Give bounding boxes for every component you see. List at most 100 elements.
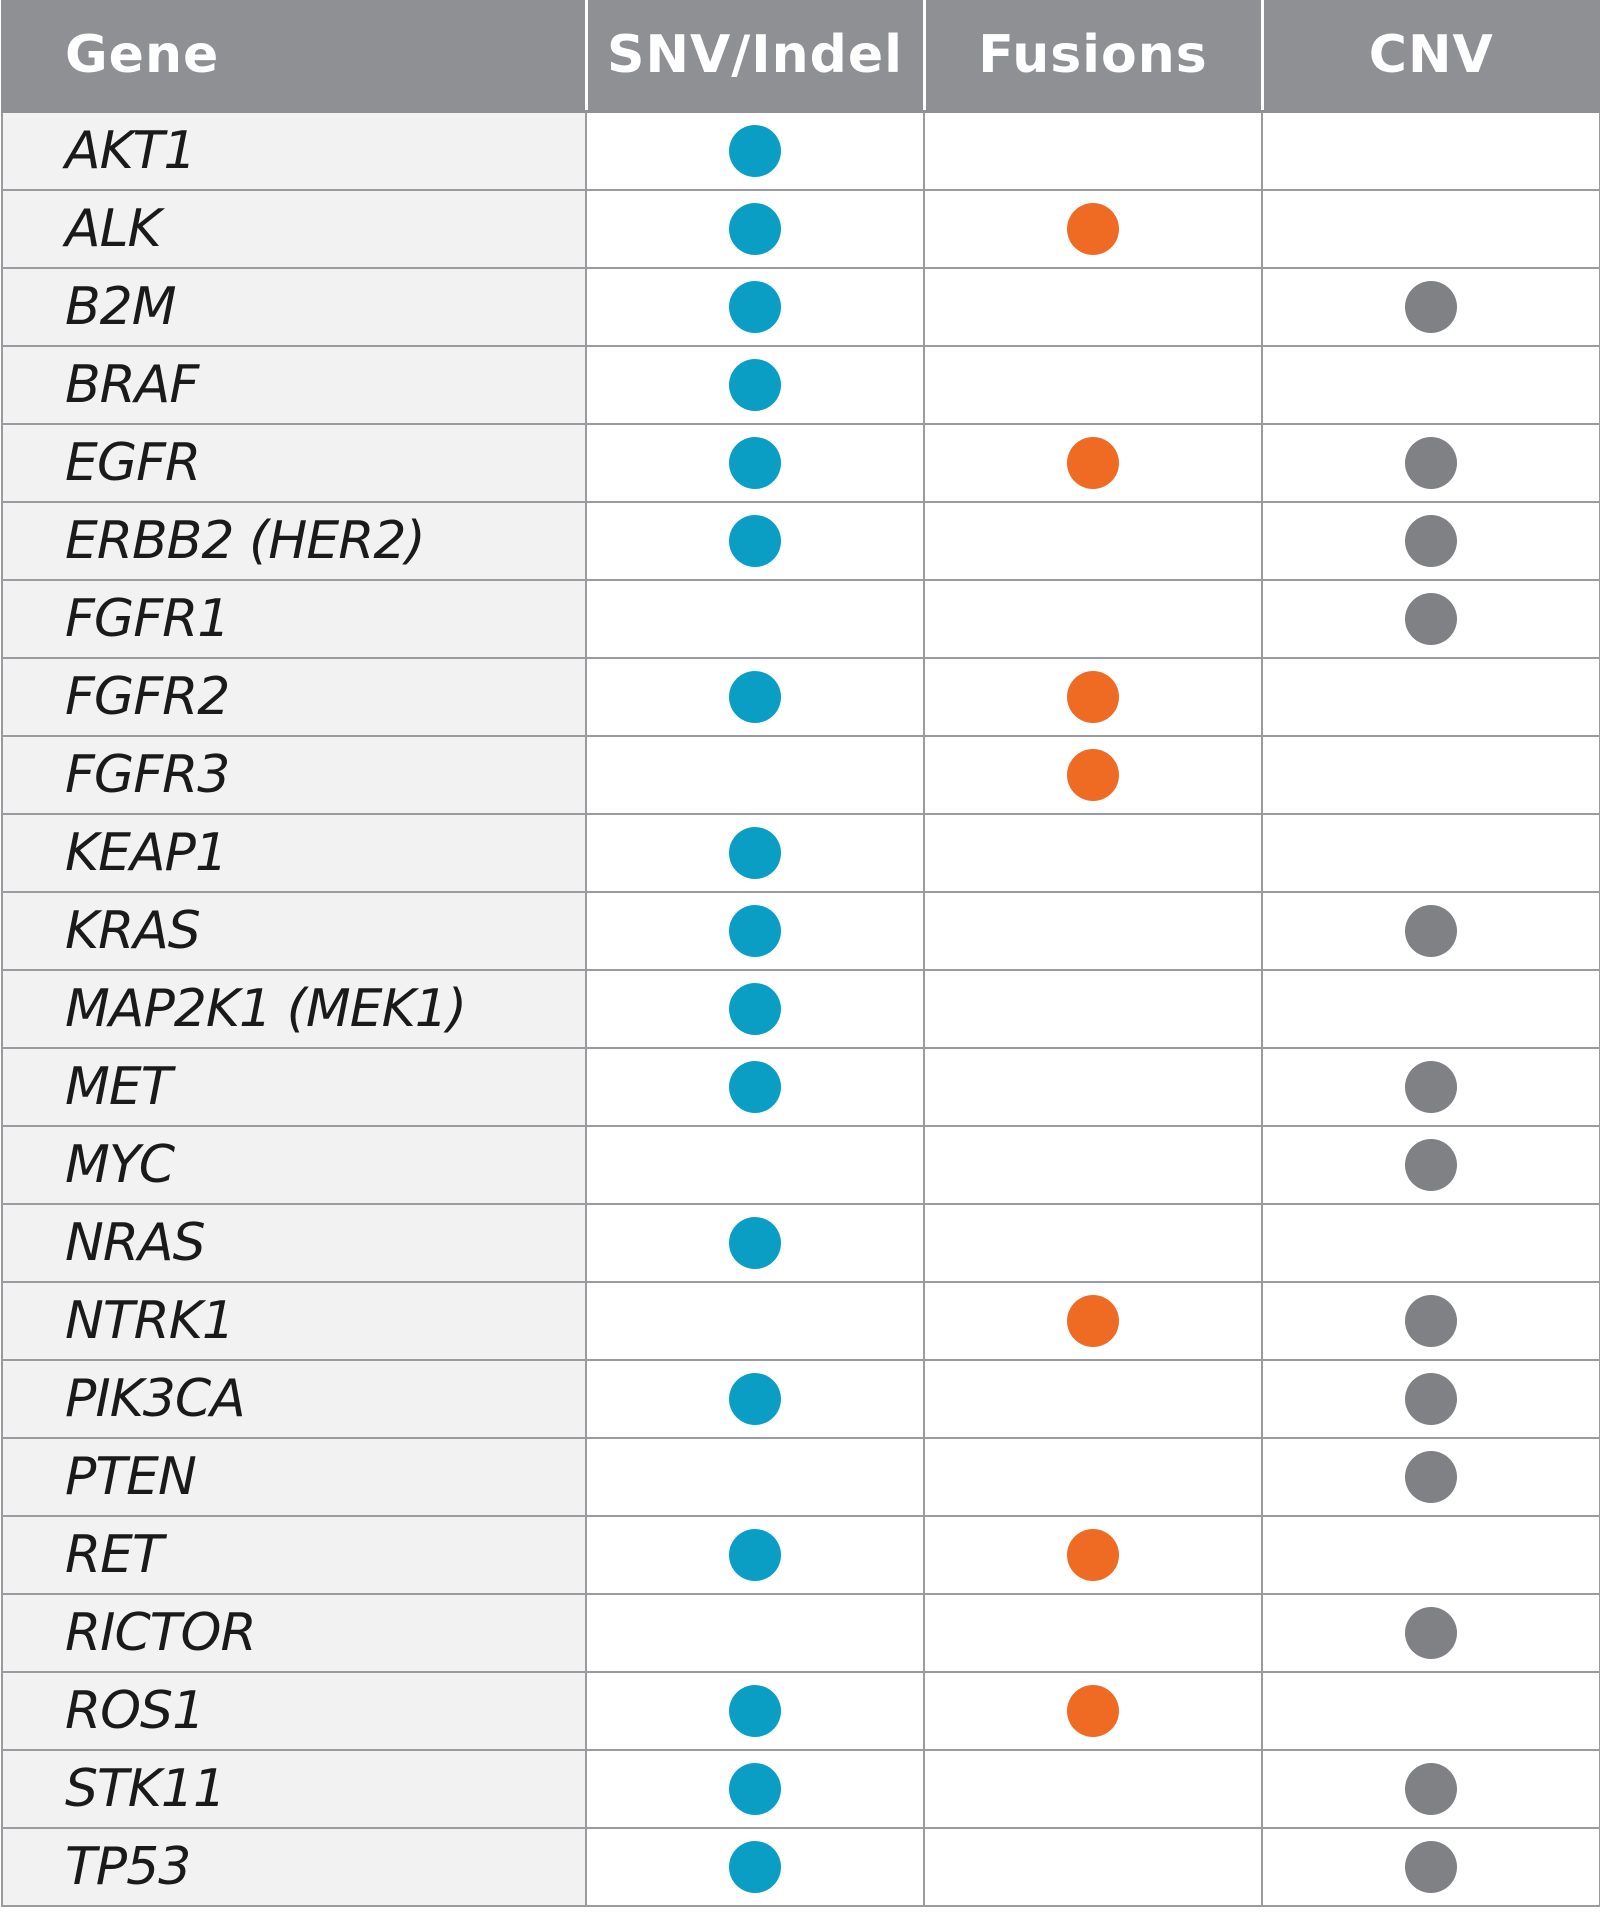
gene-name: FGFR1 — [1, 579, 587, 659]
table-row: TP53 — [1, 1827, 1600, 1907]
table-row: ERBB2 (HER2) — [1, 501, 1600, 581]
snv-indel-cell — [585, 1359, 925, 1439]
snv-indel-cell — [585, 1749, 925, 1829]
cnv-cell — [1261, 1047, 1600, 1127]
fusion-cell — [923, 1047, 1263, 1127]
header-cnv: CNV — [1260, 0, 1600, 113]
cnv-cell — [1261, 657, 1600, 737]
gene-name: MET — [1, 1047, 587, 1127]
table-row: AKT1 — [1, 110, 1600, 191]
snv-indel-cell — [585, 1437, 925, 1517]
cnv-dot-icon — [1405, 1763, 1457, 1815]
gene-name: ERBB2 (HER2) — [1, 501, 587, 581]
cnv-cell — [1261, 735, 1600, 815]
table-row: MYC — [1, 1125, 1600, 1205]
snv-indel-dot-icon — [729, 1061, 781, 1113]
snv-indel-dot-icon — [729, 1763, 781, 1815]
gene-name: RICTOR — [1, 1593, 587, 1673]
snv-indel-cell — [585, 1047, 925, 1127]
snv-indel-cell — [585, 579, 925, 659]
cnv-dot-icon — [1405, 437, 1457, 489]
gene-name: B2M — [1, 267, 587, 347]
cnv-cell — [1261, 1749, 1600, 1829]
table-row: PTEN — [1, 1437, 1600, 1517]
snv-indel-cell — [585, 1827, 925, 1907]
table-row: NRAS — [1, 1203, 1600, 1283]
header-snv-indel: SNV/Indel — [584, 0, 926, 113]
cnv-cell — [1261, 267, 1600, 347]
fusion-cell — [923, 1515, 1263, 1595]
fusion-dot-icon — [1067, 1685, 1119, 1737]
gene-name: STK11 — [1, 1749, 587, 1829]
cnv-cell — [1261, 110, 1600, 191]
fusion-dot-icon — [1067, 437, 1119, 489]
cnv-cell — [1261, 1125, 1600, 1205]
table-row: KRAS — [1, 891, 1600, 971]
cnv-cell — [1261, 969, 1600, 1049]
fusion-cell — [923, 1749, 1263, 1829]
gene-name: FGFR2 — [1, 657, 587, 737]
table-header: Gene SNV/Indel Fusions CNV — [1, 0, 1600, 113]
snv-indel-dot-icon — [729, 1373, 781, 1425]
snv-indel-dot-icon — [729, 1217, 781, 1269]
fusion-cell — [923, 1593, 1263, 1673]
cnv-dot-icon — [1405, 1139, 1457, 1191]
gene-name: PIK3CA — [1, 1359, 587, 1439]
fusion-cell — [923, 1437, 1263, 1517]
table-row: FGFR1 — [1, 579, 1600, 659]
snv-indel-dot-icon — [729, 281, 781, 333]
table-row: STK11 — [1, 1749, 1600, 1829]
snv-indel-dot-icon — [729, 515, 781, 567]
gene-name: AKT1 — [1, 110, 587, 191]
gene-name: EGFR — [1, 423, 587, 503]
cnv-dot-icon — [1405, 1451, 1457, 1503]
cnv-cell — [1261, 501, 1600, 581]
snv-indel-cell — [585, 110, 925, 191]
snv-indel-cell — [585, 969, 925, 1049]
gene-name: BRAF — [1, 345, 587, 425]
fusion-cell — [923, 1203, 1263, 1283]
snv-indel-dot-icon — [729, 671, 781, 723]
cnv-cell — [1261, 1437, 1600, 1517]
snv-indel-cell — [585, 345, 925, 425]
fusion-cell — [923, 1281, 1263, 1361]
cnv-cell — [1261, 423, 1600, 503]
header-gene: Gene — [1, 0, 588, 113]
snv-indel-dot-icon — [729, 203, 781, 255]
table-body: AKT1 ALK B2M BRAF EGFR ERBB2 (HER2) FGFR1 FGFR2… — [1, 110, 1600, 1907]
snv-indel-cell — [585, 657, 925, 737]
fusion-cell — [923, 813, 1263, 893]
table-row: MET — [1, 1047, 1600, 1127]
gene-name: KRAS — [1, 891, 587, 971]
table-row: B2M — [1, 267, 1600, 347]
gene-name: FGFR3 — [1, 735, 587, 815]
gene-name: ROS1 — [1, 1671, 587, 1751]
snv-indel-cell — [585, 1671, 925, 1751]
cnv-cell — [1261, 1671, 1600, 1751]
cnv-dot-icon — [1405, 1841, 1457, 1893]
cnv-dot-icon — [1405, 905, 1457, 957]
gene-name: ALK — [1, 189, 587, 269]
gene-name: TP53 — [1, 1827, 587, 1907]
table-row: RICTOR — [1, 1593, 1600, 1673]
header-fusions: Fusions — [922, 0, 1264, 113]
fusion-cell — [923, 969, 1263, 1049]
cnv-cell — [1261, 1515, 1600, 1595]
gene-name: MYC — [1, 1125, 587, 1205]
cnv-dot-icon — [1405, 515, 1457, 567]
table-row: EGFR — [1, 423, 1600, 503]
fusion-dot-icon — [1067, 203, 1119, 255]
snv-indel-dot-icon — [729, 827, 781, 879]
cnv-cell — [1261, 189, 1600, 269]
cnv-cell — [1261, 1359, 1600, 1439]
cnv-dot-icon — [1405, 1061, 1457, 1113]
cnv-dot-icon — [1405, 1295, 1457, 1347]
cnv-dot-icon — [1405, 593, 1457, 645]
table-row: BRAF — [1, 345, 1600, 425]
fusion-dot-icon — [1067, 1295, 1119, 1347]
fusion-dot-icon — [1067, 1529, 1119, 1581]
gene-name: NRAS — [1, 1203, 587, 1283]
snv-indel-cell — [585, 501, 925, 581]
snv-indel-cell — [585, 1281, 925, 1361]
